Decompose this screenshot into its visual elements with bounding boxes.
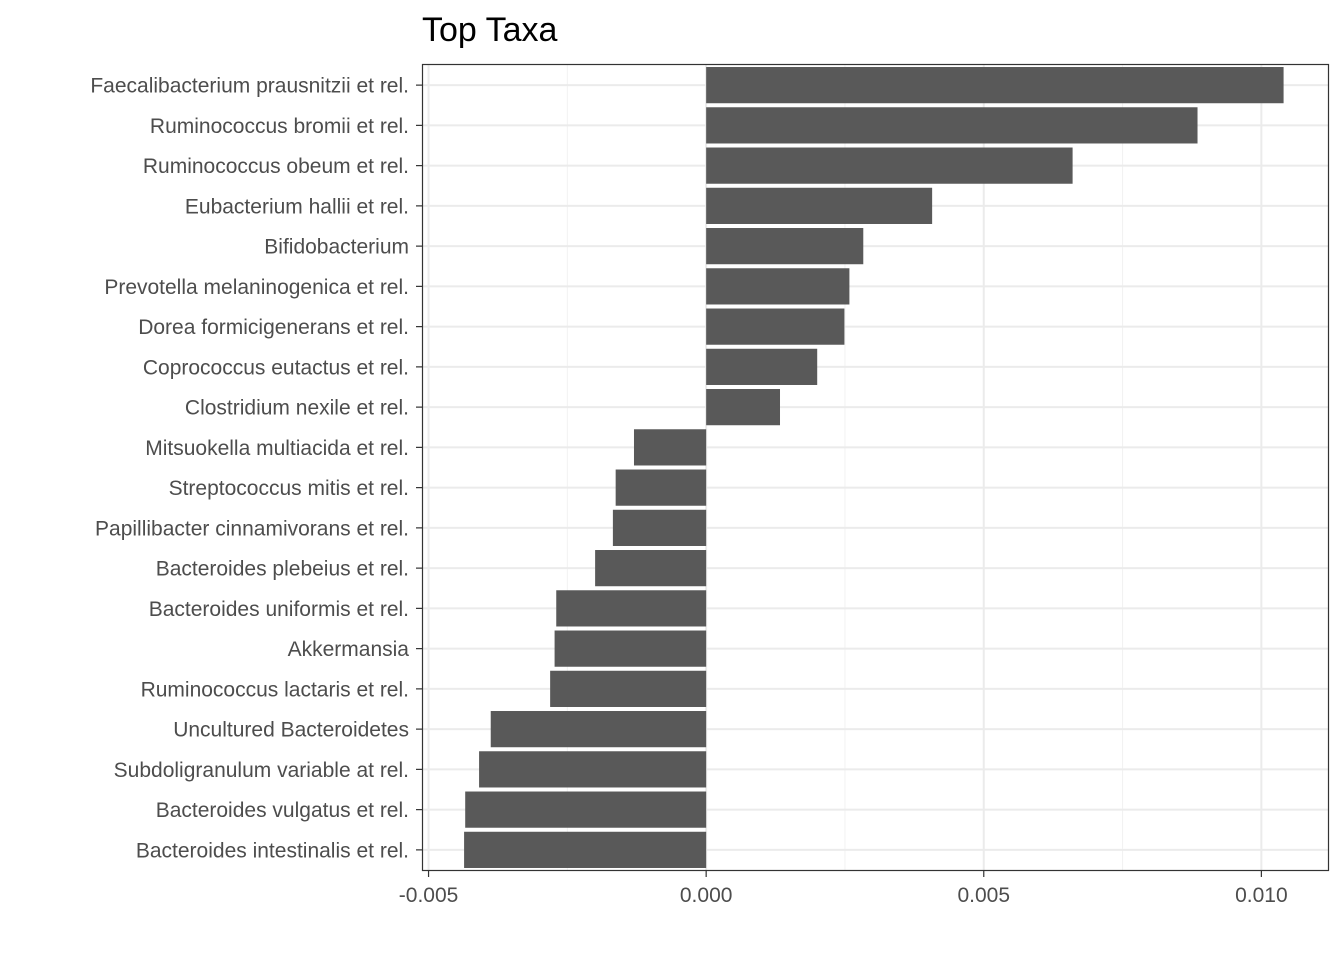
bar [633,429,707,466]
y-tick-label: Bacteroides plebeius et rel. [156,558,409,581]
bar [464,831,707,868]
bars-layer [464,67,1284,868]
bar [706,187,933,224]
y-tick-label: Eubacterium hallii et rel. [185,195,409,218]
bar [554,630,707,667]
y-tick-label: Bacteroides uniformis et rel. [149,598,409,621]
y-tick-label: Prevotella melaninogenica et rel. [104,276,409,299]
bar [706,107,1198,144]
chart-title: Top Taxa [422,11,558,49]
y-tick-label: Bacteroides intestinalis et rel. [136,839,409,862]
bar [479,751,707,788]
y-tick-label: Papillibacter cinnamivorans et rel. [95,517,409,540]
bar [615,469,707,506]
x-axis: -0.005 0.000 0.005 0.010 [399,870,1288,907]
x-tick-label: 0.005 [957,884,1010,907]
bar [706,389,781,426]
y-tick-label: Bacteroides vulgatus et rel. [156,799,409,822]
y-tick-label: Subdoligranulum variable at rel. [114,759,409,782]
y-tick-label: Dorea formicigenerans et rel. [138,316,409,339]
bar [465,791,707,828]
x-tick-label: 0.000 [680,884,733,907]
grid-layer [423,65,1328,870]
x-tick-label: -0.005 [399,884,459,907]
bar [612,509,707,546]
bar [706,268,850,305]
panel-border [421,63,1330,872]
y-tick-label: Clostridium nexile et rel. [185,397,409,420]
y-tick-label: Akkermansia [288,638,410,661]
y-tick-label: Streptococcus mitis et rel. [169,477,409,500]
y-tick-label: Ruminococcus bromii et rel. [150,115,409,138]
bar [706,228,864,265]
bar [490,711,707,748]
bar [550,670,707,707]
y-tick-label: Mitsuokella multiacida et rel. [145,437,409,460]
y-tick-label: Faecalibacterium prausnitzii et rel. [90,75,409,98]
y-tick-label: Bifidobacterium [264,236,409,259]
x-tick-label: 0.010 [1235,884,1288,907]
y-tick-label: Uncultured Bacteroidetes [173,719,409,742]
bar [556,590,707,627]
y-tick-label: Ruminococcus lactaris et rel. [141,678,409,701]
y-axis: Faecalibacterium prausnitzii et rel. Rumi… [90,75,423,862]
bar [706,308,845,345]
y-tick-label: Ruminococcus obeum et rel. [143,155,409,178]
bar [706,147,1073,184]
bar [595,550,707,587]
bar [706,67,1284,104]
y-tick-label: Coprococcus eutactus et rel. [143,356,409,379]
bar [706,348,818,385]
